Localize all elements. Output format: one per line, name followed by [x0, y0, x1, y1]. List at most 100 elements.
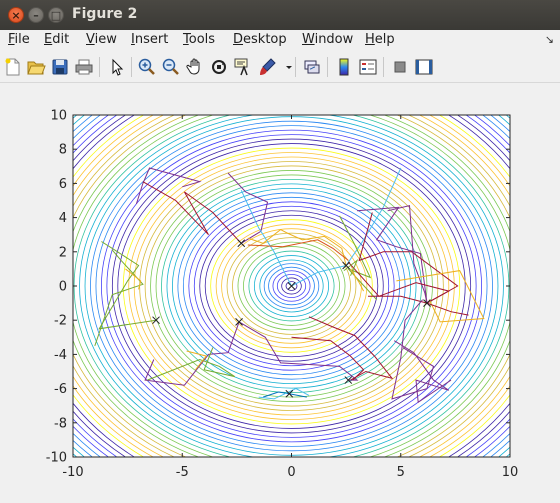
- contour-level: [101, 129, 482, 443]
- toolbar-separator: [131, 57, 132, 77]
- x-tick-label: -10: [62, 465, 83, 480]
- save-icon[interactable]: [50, 57, 70, 77]
- menu-accel-letter: T: [183, 32, 189, 47]
- contour-level: [281, 277, 302, 295]
- menu-accel-letter: E: [44, 32, 53, 47]
- contour-level: [263, 263, 320, 309]
- menu-edit[interactable]: Edit: [44, 32, 69, 47]
- x-tick-label: -5: [176, 465, 189, 480]
- menu-bar: ↘ File Edit View Insert Tools Desktop Window He…: [0, 30, 560, 51]
- contour-level: [166, 183, 417, 389]
- open-file-icon[interactable]: [26, 57, 46, 77]
- contour-level: [248, 250, 335, 322]
- menu-view[interactable]: View: [86, 32, 117, 47]
- menu-label-rest: iew: [94, 32, 117, 47]
- brush-dropdown-icon[interactable]: [279, 57, 292, 77]
- y-tick-label: -6: [54, 382, 67, 397]
- search-path: [125, 268, 142, 290]
- menu-help[interactable]: Help: [365, 32, 395, 47]
- contour-level: [177, 192, 406, 380]
- contour-level: [232, 237, 351, 335]
- minimum-marker: [344, 376, 353, 384]
- contour-level: [276, 273, 307, 299]
- menu-label-rest: indow: [314, 32, 354, 47]
- contour-level: [128, 152, 455, 420]
- pointer-icon[interactable]: [107, 57, 127, 77]
- contour-level: [193, 205, 390, 367]
- zoom-out-icon[interactable]: [161, 57, 181, 77]
- y-tick-label: 4: [59, 211, 67, 226]
- legend-icon[interactable]: [358, 57, 378, 77]
- contour-level: [182, 196, 401, 376]
- minimize-icon[interactable]: –: [28, 7, 44, 23]
- menu-insert[interactable]: Insert: [131, 32, 168, 47]
- contour-level: [204, 214, 379, 358]
- brush-icon[interactable]: [257, 57, 277, 77]
- search-path: [291, 167, 402, 287]
- search-path: [393, 340, 452, 404]
- contour-level: [237, 241, 346, 331]
- contour-plot[interactable]: -10 -5 0 5 10 -10 -8 -6 -4 -2 0 2 4 6 8 10: [0, 84, 560, 503]
- search-path: [247, 229, 347, 266]
- minimum-marker: [285, 389, 294, 398]
- menu-label-rest: ile: [14, 32, 30, 47]
- contour-level: [210, 219, 373, 353]
- dock-arrow-icon[interactable]: ↘: [544, 33, 554, 46]
- search-path: [347, 261, 451, 304]
- y-tick-label: -10: [46, 451, 67, 466]
- menu-file[interactable]: File: [8, 32, 30, 47]
- contour-level: [111, 138, 472, 434]
- minimum-marker: [342, 261, 350, 270]
- window-title: Figure 2: [72, 6, 138, 22]
- contour-level: [259, 259, 324, 313]
- contour-level: [122, 147, 461, 425]
- search-path: [247, 239, 349, 261]
- search-path: [396, 270, 485, 323]
- new-figure-icon[interactable]: [3, 57, 23, 77]
- search-path: [262, 391, 307, 398]
- toolbar-separator: [99, 57, 100, 77]
- optimization-paths: [94, 167, 485, 404]
- toolbar-separator: [327, 57, 328, 77]
- y-tick-label: 2: [59, 245, 67, 260]
- menu-tools[interactable]: Tools: [183, 32, 215, 47]
- contour-level: [215, 223, 368, 349]
- zoom-in-icon[interactable]: [137, 57, 157, 77]
- data-cursor-icon[interactable]: [233, 57, 253, 77]
- x-tick-label: 5: [397, 465, 405, 480]
- pan-hand-icon[interactable]: [185, 57, 205, 77]
- contour-level: [253, 255, 330, 317]
- search-path: [358, 212, 459, 304]
- toolbar-separator: [295, 57, 296, 77]
- maximize-icon[interactable]: □: [48, 7, 64, 23]
- contour-level: [150, 170, 433, 402]
- close-icon[interactable]: ×: [8, 7, 24, 23]
- x-tick-label: 10: [502, 465, 519, 480]
- rotate-3d-icon[interactable]: [209, 57, 229, 77]
- menu-label-rest: dit: [52, 32, 70, 47]
- contour-level: [117, 143, 466, 429]
- minima-markers: [152, 239, 431, 398]
- figure-canvas: -10 -5 0 5 10 -10 -8 -6 -4 -2 0 2 4 6 8 10: [0, 84, 560, 503]
- contour-level: [155, 174, 428, 398]
- show-plot-tools-icon[interactable]: [414, 57, 434, 77]
- menu-desktop[interactable]: Desktop: [233, 32, 287, 47]
- print-icon[interactable]: [74, 57, 94, 77]
- contour-level: [243, 246, 340, 326]
- search-path: [387, 204, 428, 304]
- contour-level: [133, 156, 450, 416]
- minimum-marker: [235, 318, 243, 326]
- title-bar[interactable]: × – □ Figure 2: [0, 0, 560, 30]
- search-path: [94, 249, 144, 347]
- menu-window[interactable]: Window: [302, 32, 353, 47]
- menu-accel-letter: I: [131, 32, 135, 47]
- search-path: [186, 350, 208, 371]
- search-path: [227, 172, 269, 244]
- search-path: [339, 215, 378, 301]
- search-path: [391, 299, 435, 400]
- menu-accel-letter: W: [302, 32, 315, 47]
- minimum-marker: [287, 282, 296, 290]
- colorbar-icon[interactable]: [334, 57, 354, 77]
- link-plot-icon[interactable]: [302, 57, 322, 77]
- hide-plot-tools-icon[interactable]: [390, 57, 410, 77]
